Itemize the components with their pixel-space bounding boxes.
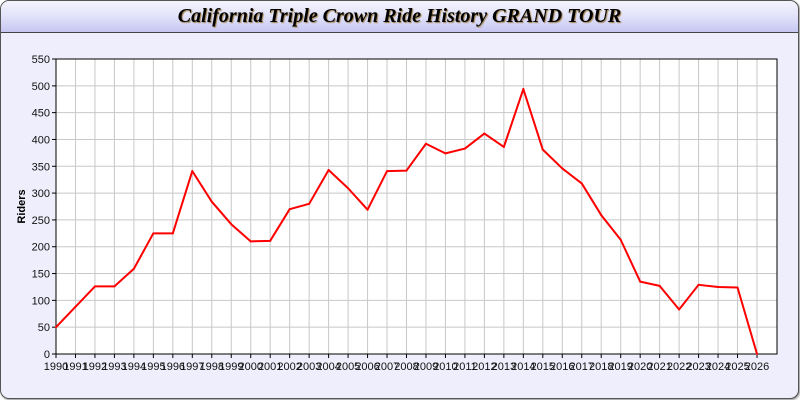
x-tick-label: 2005 <box>336 361 360 373</box>
x-tick-label: 1996 <box>161 361 185 373</box>
x-tick-label: 2015 <box>531 361 555 373</box>
x-tick-label: 2008 <box>394 361 418 373</box>
y-tick-label: 300 <box>32 188 50 200</box>
x-tick-label: 2007 <box>375 361 399 373</box>
y-tick-label: 100 <box>32 295 50 307</box>
data-point <box>600 214 603 217</box>
x-tick-label: 2021 <box>647 361 671 373</box>
data-point <box>522 88 525 91</box>
data-point <box>717 285 720 288</box>
x-tick-label: 1999 <box>219 361 243 373</box>
y-tick-label: 50 <box>38 322 50 334</box>
data-point <box>502 145 505 148</box>
chart-header: California Triple Crown Ride History GRA… <box>1 1 798 33</box>
y-tick-label: 150 <box>32 269 50 281</box>
data-point <box>308 202 311 205</box>
x-tick-label: 2000 <box>238 361 262 373</box>
data-point <box>561 167 564 170</box>
y-tick-label: 350 <box>32 161 50 173</box>
data-point <box>113 285 116 288</box>
plot-area <box>56 59 777 354</box>
data-point <box>756 353 758 355</box>
x-tick-label: 2016 <box>550 361 574 373</box>
data-point <box>405 169 408 172</box>
x-tick-label: 2017 <box>570 361 594 373</box>
y-tick-label: 550 <box>32 54 50 66</box>
x-tick-label: 1994 <box>122 361 146 373</box>
x-tick-label: 1998 <box>200 361 224 373</box>
data-point <box>171 232 174 235</box>
data-point <box>678 308 681 311</box>
x-tick-label: 2022 <box>667 361 691 373</box>
x-tick-label: 1995 <box>141 361 165 373</box>
x-tick-label: 2014 <box>511 361 535 373</box>
data-point <box>288 208 291 211</box>
x-tick-label: 1992 <box>83 361 107 373</box>
x-tick-label: 2024 <box>706 361 730 373</box>
x-tick-label: 1993 <box>102 361 126 373</box>
data-point <box>210 200 213 203</box>
x-tick-label: 2019 <box>608 361 632 373</box>
x-tick-label: 2001 <box>258 361 282 373</box>
y-axis-label: Riders <box>16 189 28 223</box>
data-point <box>327 169 330 172</box>
data-point <box>580 182 583 185</box>
data-point <box>366 208 369 211</box>
x-tick-label: 2009 <box>414 361 438 373</box>
y-tick-label: 400 <box>32 134 50 146</box>
x-tick-label: 2026 <box>745 361 769 373</box>
x-tick-label: 2013 <box>492 361 516 373</box>
data-point <box>55 326 57 329</box>
x-tick-label: 2006 <box>355 361 379 373</box>
data-point <box>269 239 272 242</box>
data-point <box>347 187 350 190</box>
data-point <box>93 285 96 288</box>
chart-title: California Triple Crown Ride History GRA… <box>177 5 622 27</box>
data-point <box>541 148 544 151</box>
x-tick-label: 1991 <box>63 361 87 373</box>
data-point <box>619 238 622 241</box>
data-point <box>152 232 155 235</box>
x-tick-label: 1997 <box>180 361 204 373</box>
x-tick-label: 2002 <box>277 361 301 373</box>
data-point <box>658 284 661 287</box>
x-tick-label: 2010 <box>433 361 457 373</box>
data-point <box>230 223 233 226</box>
y-tick-label: 200 <box>32 242 50 254</box>
x-tick-label: 2003 <box>297 361 321 373</box>
x-tick-label: 2012 <box>472 361 496 373</box>
plot-border <box>55 58 778 355</box>
x-tick-label: 2011 <box>453 361 477 373</box>
x-tick-label: 2025 <box>725 361 749 373</box>
data-point <box>697 283 700 286</box>
data-point <box>132 267 135 270</box>
data-point <box>249 240 252 243</box>
y-tick-label: 250 <box>32 215 50 227</box>
data-point <box>483 132 486 135</box>
data-point <box>191 170 194 173</box>
data-point <box>639 280 642 283</box>
y-tick-label: 450 <box>32 108 50 120</box>
data-point <box>463 147 466 150</box>
data-point <box>424 142 427 145</box>
x-tick-label: 1990 <box>44 361 68 373</box>
y-tick-label: 500 <box>32 81 50 93</box>
x-tick-label: 2004 <box>316 361 340 373</box>
y-tick-label: 0 <box>44 349 50 361</box>
data-point <box>386 170 389 173</box>
data-point <box>736 286 739 289</box>
x-tick-label: 2020 <box>628 361 652 373</box>
x-tick-label: 2018 <box>589 361 613 373</box>
data-point <box>74 305 77 308</box>
x-tick-label: 2023 <box>686 361 710 373</box>
data-point <box>444 152 447 155</box>
